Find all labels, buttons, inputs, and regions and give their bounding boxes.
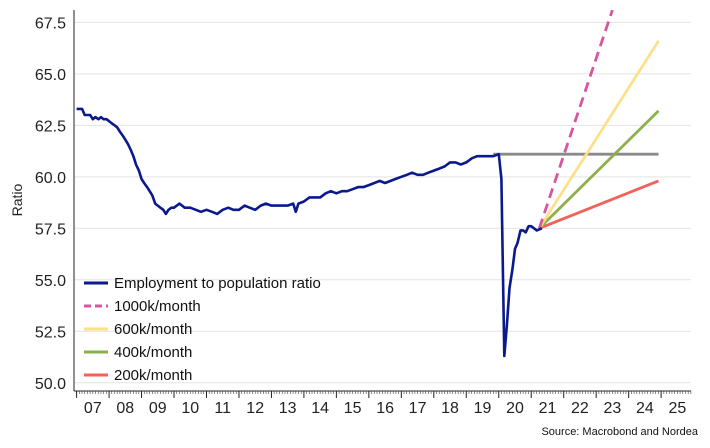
- x-tick-label: 22: [571, 400, 589, 417]
- legend-label: 1000k/month: [114, 298, 201, 315]
- x-tick-label: 21: [539, 400, 557, 417]
- x-tick-label: 13: [279, 400, 297, 417]
- x-tick-label: 14: [311, 400, 329, 417]
- x-tick-label: 07: [84, 400, 102, 417]
- series-group: [76, 10, 660, 358]
- y-tick-label: 67.5: [35, 15, 66, 32]
- x-tick-label: 19: [474, 400, 492, 417]
- x-tick-label: 20: [506, 400, 524, 417]
- y-tick-label: 50.0: [35, 376, 66, 393]
- y-tick-label: 57.5: [35, 221, 66, 238]
- y-tick-label: 52.5: [35, 324, 66, 341]
- y-tick-label: 60.0: [35, 170, 66, 187]
- y-axis-label: Ratio: [9, 183, 25, 216]
- x-tick-label: 10: [181, 400, 199, 417]
- y-tick-label: 62.5: [35, 118, 66, 135]
- axes: 50.0 52.5 55.0 57.5 60.0 62.5 65.0 67.5 07 08 09 10…: [35, 10, 692, 417]
- series-line-200k-month: [538, 179, 660, 230]
- x-tick-label: 23: [604, 400, 622, 417]
- x-tick-label: 08: [116, 400, 134, 417]
- legend-label: Employment to population ratio: [114, 275, 321, 292]
- series-line-employment-to-population-ratio: [76, 107, 543, 358]
- legend-label: 600k/month: [114, 321, 192, 338]
- x-tick-label: 12: [246, 400, 264, 417]
- x-tick-label: 18: [441, 400, 459, 417]
- legend-label: 200k/month: [114, 367, 192, 384]
- y-tick-label: 55.0: [35, 273, 66, 290]
- legend: Employment to population ratio 1000k/mont…: [84, 275, 321, 384]
- y-tick-label: 65.0: [35, 67, 66, 84]
- legend-label: 400k/month: [114, 344, 192, 361]
- x-tick-label: 17: [409, 400, 427, 417]
- x-tick-label: 25: [668, 400, 686, 417]
- x-tick-label: 09: [149, 400, 167, 417]
- x-tick-label: 15: [344, 400, 362, 417]
- x-tick-label: 24: [636, 400, 654, 417]
- series-line-400k-month: [538, 109, 660, 230]
- source-note: Source: Macrobond and Nordea: [541, 426, 698, 438]
- x-tick-label: 16: [376, 400, 394, 417]
- grid: [74, 21, 691, 384]
- series-line-1000k-month: [537, 10, 614, 229]
- x-tick-label: 11: [214, 400, 231, 417]
- series-line-600k-month: [538, 40, 660, 230]
